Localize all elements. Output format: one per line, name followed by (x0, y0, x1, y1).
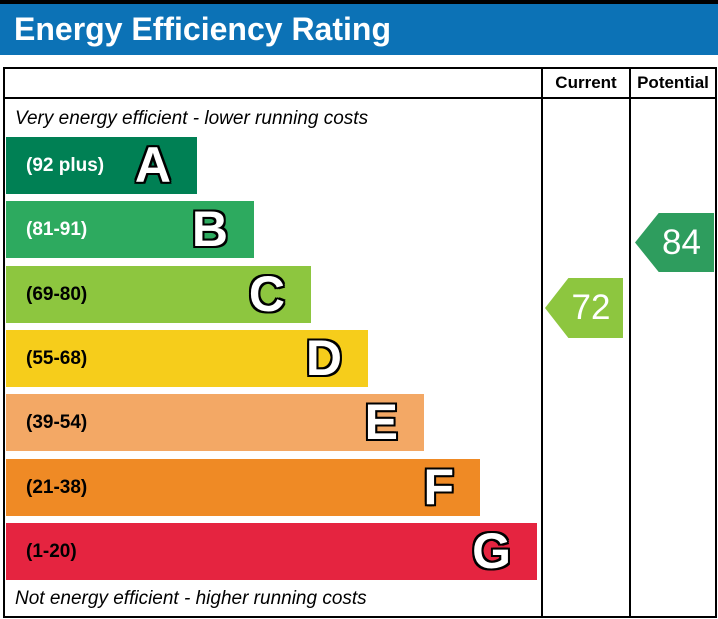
band-e: (39-54) E (6, 394, 424, 451)
band-b: (81-91) B (6, 201, 254, 258)
band-g-letter: G (472, 523, 511, 579)
band-g: (1-20) G (6, 523, 537, 580)
band-g-range-label: (1-20) (26, 540, 77, 562)
band-c: (69-80) C (6, 266, 311, 323)
band-f-range-label: (21-38) (26, 476, 88, 498)
band-f: (21-38) F (6, 459, 480, 516)
band-b-range-label: (81-91) (26, 218, 88, 240)
current-rating-value: 72 (571, 288, 611, 327)
potential-rating-value: 84 (662, 222, 701, 262)
column-header-potential: Potential (637, 73, 709, 92)
page-title: Energy Efficiency Rating (14, 11, 391, 47)
band-c-range-label: (69-80) (26, 283, 88, 305)
potential-rating-arrow: 84 (635, 213, 714, 272)
top-border-line (0, 0, 718, 4)
header-divider-line (3, 97, 717, 99)
band-e-range-label: (39-54) (26, 411, 88, 433)
band-a-range-label: (92 plus) (26, 154, 105, 176)
bottom-note: Not energy efficient - higher running co… (15, 588, 367, 609)
band-e-letter: E (364, 394, 398, 450)
band-a: (92 plus) A (6, 137, 197, 194)
column-header-current: Current (555, 73, 617, 92)
potential-column-divider (629, 67, 631, 618)
band-a-letter: A (134, 137, 171, 193)
band-b-letter: B (191, 201, 228, 257)
band-d-letter: D (305, 330, 342, 386)
band-f-letter: F (423, 459, 454, 515)
band-d-range-label: (55-68) (26, 347, 88, 369)
band-c-letter: C (248, 266, 285, 322)
current-column-divider (541, 67, 543, 618)
title-bar: Energy Efficiency Rating (0, 4, 718, 55)
top-note: Very energy efficient - lower running co… (15, 108, 369, 129)
band-d: (55-68) D (6, 330, 368, 387)
